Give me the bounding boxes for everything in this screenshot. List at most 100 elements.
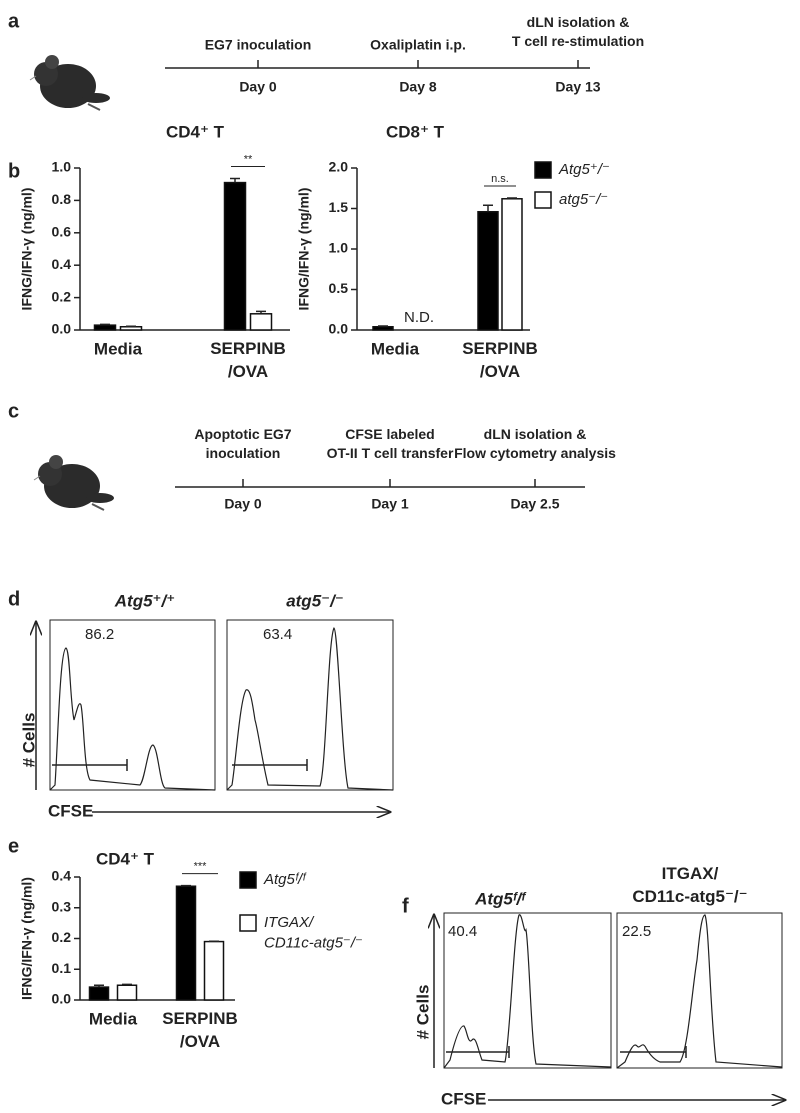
event-label: Oxaliplatin i.p. — [370, 37, 466, 53]
y-axis-label: IFNG/IFN-γ (ng/ml) — [19, 188, 35, 311]
annotation: n.s. — [491, 173, 509, 185]
flow-title: ITGAX/CD11c-atg5⁻/⁻ — [632, 864, 747, 906]
annotation: N.D. — [404, 309, 434, 326]
error-bar — [256, 310, 266, 314]
y-tick-label: 0.6 — [52, 224, 72, 240]
mouse-icon — [33, 454, 115, 511]
flow-title: Atg5ᶠ/ᶠ — [474, 889, 527, 908]
histogram-curve — [616, 914, 783, 1069]
y-tick-label: 0.1 — [52, 960, 72, 976]
bar — [223, 181, 247, 331]
y-tick-label: 0.5 — [329, 280, 349, 296]
legend-swatch — [534, 191, 552, 209]
panel-label: f — [402, 895, 409, 917]
y-label: # Cells — [19, 713, 38, 768]
legend-label: atg5⁻/⁻ — [559, 191, 608, 208]
error-bar — [100, 323, 110, 326]
y-tick-label: 0.0 — [329, 321, 349, 337]
gate-value: 40.4 — [448, 923, 477, 940]
flow-box — [49, 619, 216, 791]
panel-label: c — [8, 400, 19, 422]
flow-box — [616, 912, 783, 1069]
event-label: dLN isolation & T cell re-stimulation — [512, 14, 644, 49]
day-label: Day 1 — [371, 496, 409, 512]
chart-title: CD4⁺ T — [166, 122, 225, 141]
flow-title: Atg5⁺/⁺ — [114, 591, 175, 610]
x-tick-label: Media — [94, 339, 143, 358]
bar — [372, 326, 394, 331]
y-tick-label: 2.0 — [329, 159, 349, 175]
bar — [477, 210, 499, 331]
legend-swatch — [239, 914, 257, 932]
y-tick-label: 1.0 — [329, 240, 349, 256]
annotation: ** — [244, 153, 253, 165]
y-tick-label: 0.2 — [52, 929, 72, 945]
histogram-curve — [226, 627, 394, 791]
x-tick-label: SERPINB/OVA — [462, 339, 538, 381]
y-axis-label: IFNG/IFN-γ (ng/ml) — [296, 188, 312, 311]
histogram-curve — [49, 647, 216, 791]
bar — [88, 986, 110, 1001]
panel-label: e — [8, 835, 19, 857]
event-label: dLN isolation & Flow cytometry analysis — [454, 426, 616, 461]
day-label: Day 8 — [399, 79, 437, 95]
chart-title: CD8⁺ T — [386, 122, 445, 141]
gate-value: 63.4 — [263, 626, 292, 643]
y-tick-label: 0.0 — [52, 991, 72, 1007]
bar — [175, 885, 197, 1001]
flow-title: atg5⁻/⁻ — [286, 591, 344, 610]
y-tick-label: 0.0 — [52, 321, 72, 337]
legend-swatch — [534, 161, 552, 179]
day-label: Day 0 — [239, 79, 277, 95]
error-bar — [378, 325, 388, 327]
event-label: EG7 inoculation — [205, 37, 312, 53]
annotation: *** — [194, 861, 208, 873]
day-label: Day 13 — [555, 79, 600, 95]
bar — [203, 940, 225, 1001]
legend-label: ITGAX/CD11c-atg5⁻/⁻ — [264, 914, 363, 951]
y-tick-label: 0.8 — [52, 191, 72, 207]
bar — [93, 324, 117, 331]
flow-box — [226, 619, 394, 791]
y-tick-label: 0.2 — [52, 288, 72, 304]
legend-swatch — [239, 871, 257, 889]
mouse-icon — [29, 54, 111, 111]
legend-label: Atg5⁺/⁻ — [558, 161, 610, 178]
day-label: Day 0 — [224, 496, 262, 512]
flow-box — [443, 912, 612, 1069]
error-bar — [483, 204, 493, 212]
histogram-curve — [443, 914, 612, 1069]
y-tick-label: 0.4 — [52, 256, 72, 272]
event-label: CFSE labeled OT-II T cell transfer — [327, 426, 454, 461]
day-label: Day 2.5 — [510, 496, 559, 512]
x-tick-label: Media — [89, 1009, 138, 1028]
bar — [119, 326, 143, 331]
error-bar — [181, 884, 191, 887]
panel-label: a — [8, 10, 20, 32]
bar — [501, 198, 523, 331]
gate-value: 22.5 — [622, 923, 651, 940]
x-tick-label: SERPINB/OVA — [210, 339, 286, 381]
x-label: CFSE — [48, 801, 93, 820]
bar — [249, 313, 273, 331]
flow-histograms — [36, 619, 785, 1100]
bar — [116, 984, 138, 1001]
event-label: Apoptotic EG7 inoculation — [194, 426, 291, 461]
y-axis-label: IFNG/IFN-γ (ng/ml) — [19, 877, 35, 1000]
x-tick-label: Media — [371, 339, 420, 358]
y-tick-label: 1.5 — [329, 199, 349, 215]
x-tick-label: SERPINB/OVA — [162, 1009, 238, 1051]
panel-label: b — [8, 160, 20, 182]
error-bar — [230, 177, 240, 183]
error-bar — [507, 197, 517, 199]
y-tick-label: 0.3 — [52, 898, 72, 914]
chart-title: CD4⁺ T — [96, 849, 155, 868]
error-bar — [122, 983, 132, 986]
error-bar — [94, 984, 104, 988]
y-tick-label: 1.0 — [52, 159, 72, 175]
y-tick-label: 0.4 — [52, 868, 72, 884]
gate-value: 86.2 — [85, 626, 114, 643]
y-label: # Cells — [413, 985, 432, 1040]
panel-label: d — [8, 588, 20, 610]
